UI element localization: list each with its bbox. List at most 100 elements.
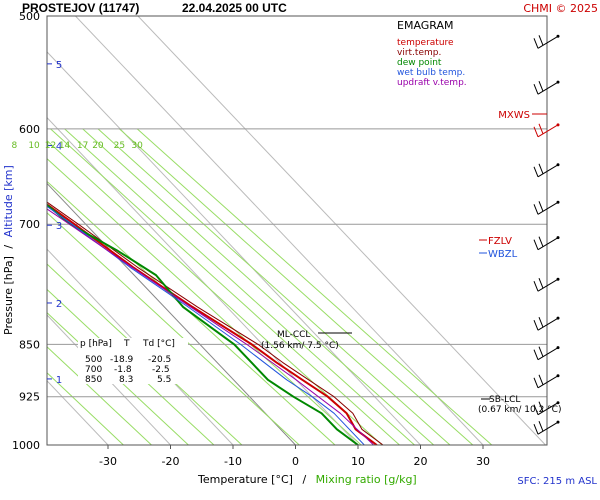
- plot-frame: [46, 15, 548, 446]
- x-axis-sep: /: [302, 473, 306, 486]
- temperature-tick-label: 10: [351, 455, 365, 468]
- wind-barb-staff: [537, 317, 559, 331]
- wind-barb-flag: [533, 83, 539, 95]
- altitude-tick-label: 2: [56, 299, 62, 310]
- mixing-ratio-line: [47, 346, 152, 445]
- wind-barb-flag: [538, 278, 544, 289]
- x-axis-mix-label: Mixing ratio [g/kg]: [316, 473, 417, 486]
- mixing-ratio-line: [97, 128, 451, 445]
- station-title: PROSTEJOV (11747): [22, 1, 139, 15]
- profile-temperature-line: [47, 203, 378, 445]
- table-header-p: p [hPa]: [80, 339, 112, 349]
- mixing-ratio-line: [82, 128, 435, 445]
- wind-barb-flag: [538, 401, 544, 412]
- temperature-tick-label: -20: [162, 455, 180, 468]
- temperature-tick-label: -10: [224, 455, 242, 468]
- mixing-ratio-label: 17: [77, 141, 88, 151]
- datetime-title: 22.04.2025 00 UTC: [182, 1, 287, 15]
- wind-barb-flag: [533, 166, 539, 177]
- table-cell: 5.5: [157, 375, 171, 385]
- mixing-ratio-line: [47, 212, 300, 445]
- legend-item-wet-bulb: wet bulb temp.: [397, 68, 465, 78]
- table-header-td: Td [°C]: [142, 339, 175, 349]
- y-axis-altitude-label: Altitude [km]: [2, 165, 15, 237]
- mxws-label: MXWS: [498, 110, 530, 121]
- wind-barb-flag: [538, 80, 544, 92]
- wind-barb-staff: [537, 124, 559, 138]
- wind-barb-flag: [533, 126, 539, 138]
- wind-barb-flag: [538, 236, 544, 247]
- x-axis-temp-label: Temperature [°C]: [197, 473, 293, 486]
- wind-barb-flag: [533, 319, 539, 331]
- mixing-ratio-label: 12: [45, 141, 56, 151]
- pressure-tick-label: 925: [19, 391, 40, 404]
- profile-dew-point-line: [47, 203, 359, 445]
- legend: EMAGRAM temperature virt.temp. dew point…: [392, 17, 492, 91]
- sfc-note: SFC: 215 m ASL: [517, 476, 597, 487]
- table-cell: -2.5: [152, 365, 170, 375]
- table-bg: [78, 338, 188, 384]
- wind-barb-staff: [537, 347, 559, 361]
- legend-item-dew-point: dew point: [397, 58, 442, 68]
- isotherm-line: [47, 51, 421, 445]
- wind-barb-staff: [537, 375, 559, 389]
- wind-barb-flag: [533, 349, 539, 360]
- pressure-tick-label: 500: [19, 10, 40, 23]
- temperature-tick-label: 20: [414, 455, 428, 468]
- mixing-ratio-line: [50, 128, 400, 445]
- pressure-ticks: 500 600 700 850 925 1000: [12, 10, 40, 452]
- pressure-tick-label: 850: [19, 338, 40, 351]
- wind-barb-flag: [538, 201, 544, 212]
- temperature-ticks: -30 -20 -10 0 10 20 30: [99, 445, 490, 468]
- mixing-ratio-grid: [47, 128, 493, 445]
- wind-barb-dot: [556, 163, 560, 167]
- wind-barb-flag: [538, 420, 544, 432]
- mixing-ratio-line: [136, 128, 493, 445]
- wind-barb-flag: [533, 423, 539, 435]
- right-markers: MXWS FZLV WBZL: [479, 110, 547, 260]
- wind-barb-dot: [556, 316, 560, 320]
- profile-updraft-v-temp-line: [47, 208, 374, 445]
- table-cell: 850: [85, 375, 102, 385]
- wind-barb-dot: [556, 277, 560, 281]
- table-cell: 8.3: [119, 375, 133, 385]
- wind-barbs: [533, 34, 560, 435]
- profiles: [47, 201, 384, 445]
- wind-barb-dot: [556, 200, 560, 204]
- wind-barb-flag: [538, 346, 544, 357]
- legend-item-virt-temp: virt.temp.: [397, 48, 441, 58]
- mixing-ratio-line: [47, 312, 189, 445]
- wind-barb-flag: [533, 204, 539, 215]
- table-cell: -18.9: [110, 355, 134, 365]
- pressure-tick-label: 700: [19, 218, 40, 231]
- mixing-ratio-label: 10: [28, 141, 40, 151]
- mixing-ratio-line: [118, 128, 474, 445]
- isotherm-line: [137, 16, 546, 445]
- altitude-tick-label: 5: [56, 60, 62, 71]
- table-cell: -1.8: [114, 365, 132, 375]
- altitude-tick-label: 3: [56, 221, 62, 232]
- wbzl-label: WBZL: [488, 249, 518, 260]
- legend-item-temperature: temperature: [397, 38, 454, 48]
- ml-ccl-label: ML-CCL: [277, 330, 310, 340]
- legend-title: EMAGRAM: [397, 19, 454, 32]
- mixing-ratio-line: [47, 288, 215, 445]
- mixing-ratio-label: 20: [92, 141, 104, 151]
- table-cell: -20.5: [148, 355, 171, 365]
- legend-item-updraft: updraft v.temp.: [397, 78, 467, 88]
- y-axis-label: Pressure [hPa] / Altitude [km]: [2, 165, 15, 335]
- mixing-ratio-line: [47, 372, 124, 445]
- wind-barb-staff: [537, 164, 559, 178]
- wind-barb-flag: [538, 123, 544, 135]
- wind-barb-staff: [537, 278, 559, 292]
- table-header-t: T: [123, 339, 130, 349]
- table-cell: 500: [85, 355, 102, 365]
- wind-barb-dot: [556, 420, 560, 424]
- wind-barb-dot: [556, 34, 560, 38]
- fzlv-label: FZLV: [488, 236, 512, 247]
- altitude-tick-label: 1: [56, 375, 62, 386]
- temperature-tick-label: 0: [292, 455, 299, 468]
- wind-barb-staff: [537, 81, 559, 95]
- temperature-tick-label: -30: [99, 455, 117, 468]
